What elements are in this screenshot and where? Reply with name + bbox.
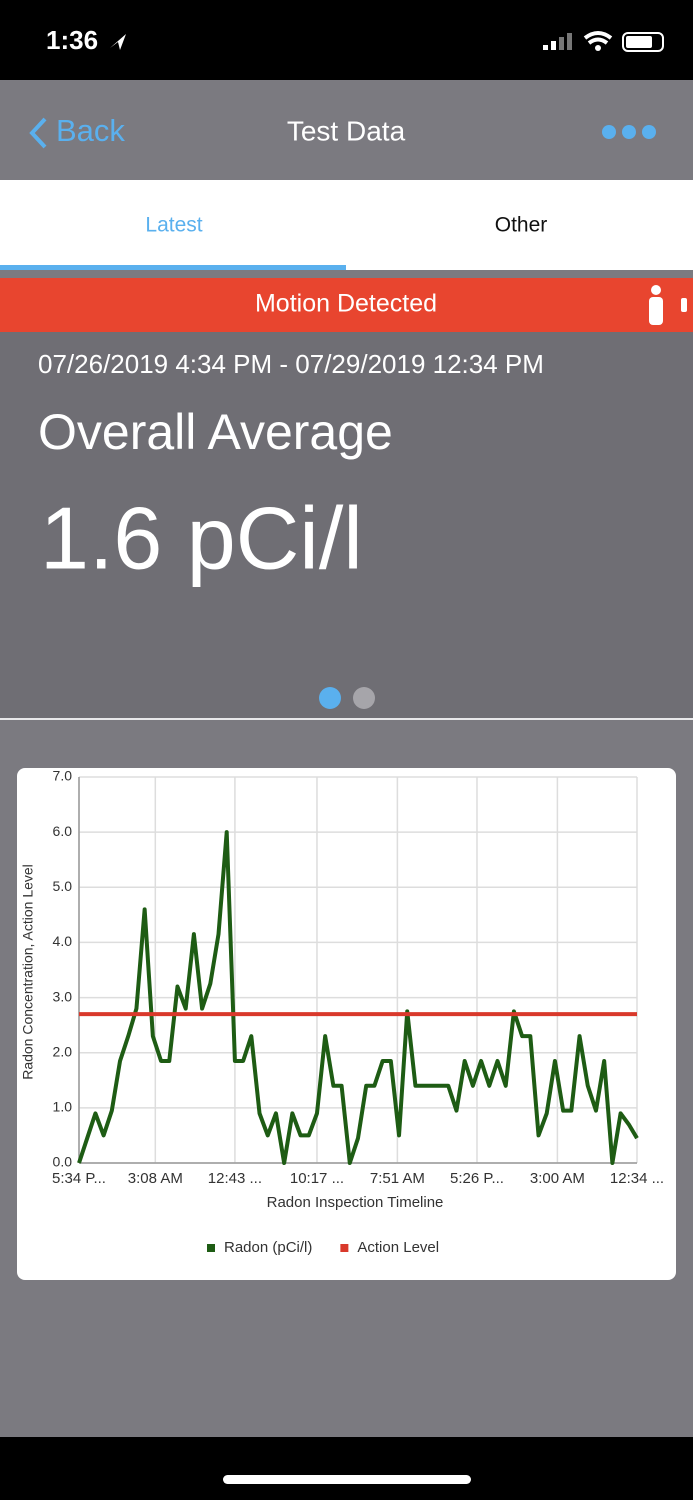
divider [0,718,693,720]
average-value: 1.6 pCi/l [40,488,363,587]
banner [0,278,693,332]
legend-label: Radon (pCi/l) [224,1239,312,1256]
legend-swatch [340,1244,349,1252]
banner-text: Motion Detected [255,290,437,318]
summary-panel [0,332,693,718]
x-tick-label: 12:43 ... [208,1170,262,1187]
series-line [77,830,639,1165]
wifi-dot [595,45,601,51]
date-range: 07/26/2019 4:34 PM - 07/29/2019 12:34 PM [38,349,544,379]
average-label: Overall Average [38,404,393,460]
x-axis-label: Radon Inspection Timeline [267,1194,444,1211]
separator [0,270,693,278]
x-tick-label: 3:00 AM [530,1170,585,1187]
battery-icon [622,32,664,52]
battery-level [626,36,652,48]
tab-other[interactable]: Other [495,214,548,237]
x-tick-label: 7:51 AM [370,1170,425,1187]
more-button[interactable] [602,125,656,139]
page-dot-active[interactable] [319,687,341,709]
y-tick-label: 2.0 [53,1043,73,1059]
y-tick-label: 0.0 [53,1154,73,1170]
wifi-icon [583,31,613,45]
home-indicator[interactable] [223,1475,471,1484]
tab-latest[interactable]: Latest [145,214,202,237]
tab-bar [0,182,693,270]
y-tick-label: 1.0 [53,1099,73,1115]
x-tick-label: 5:34 P... [52,1170,106,1187]
tab-indicator [0,265,346,270]
signal-icon [543,33,572,50]
legend-label: Action Level [357,1239,439,1256]
page-dot[interactable] [353,687,375,709]
motion-icon [649,285,687,325]
legend-swatch [207,1244,215,1252]
x-tick-label: 12:34 ... [610,1170,664,1187]
y-tick-label: 4.0 [53,933,73,949]
y-tick-label: 5.0 [53,878,73,894]
nav-title: Test Data [287,115,406,146]
x-tick-label: 10:17 ... [290,1170,344,1187]
nav-bar [0,80,693,180]
back-button[interactable]: Back [56,113,125,148]
home-bar [0,1437,693,1500]
y-tick-label: 3.0 [53,988,73,1004]
chart-card [17,768,676,1280]
status-bar [0,0,693,80]
back-chevron[interactable] [29,117,47,149]
y-tick-label: 6.0 [53,823,73,839]
y-axis-label: Radon Concentration, Action Level [20,864,36,1080]
location-icon [110,34,126,50]
chart: Radon Inspection Timeline Radon Concentr… [20,768,664,1256]
x-tick-label: 3:08 AM [128,1170,183,1187]
status-time: 1:36 [46,25,98,55]
x-tick-label: 5:26 P... [450,1170,504,1187]
y-tick-label: 7.0 [53,768,73,784]
